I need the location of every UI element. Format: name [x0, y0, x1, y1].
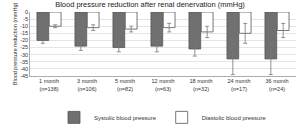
svg-text:-30: -30	[20, 52, 28, 58]
svg-text:-45: -45	[20, 73, 28, 79]
svg-text:Systolic blood pressure: Systolic blood pressure	[94, 115, 157, 121]
svg-text:18 month(n=32): 18 month(n=32)	[190, 78, 213, 91]
svg-text:-35: -35	[20, 59, 28, 65]
svg-text:1 month(n=138): 1 month(n=138)	[39, 78, 59, 91]
svg-text:24 month(n=17): 24 month(n=17)	[228, 78, 251, 91]
svg-text:Blood pressure reduction after: Blood pressure reduction after renal den…	[55, 0, 245, 9]
svg-text:3 month(n=106): 3 month(n=106)	[77, 78, 97, 91]
svg-text:Blood pressure reduction (mmHg: Blood pressure reduction (mmHg)	[12, 3, 18, 86]
svg-text:-40: -40	[20, 66, 28, 72]
svg-text:-10: -10	[20, 23, 28, 29]
svg-text:-20: -20	[20, 37, 28, 43]
svg-text:-25: -25	[20, 44, 28, 50]
svg-text:-15: -15	[20, 30, 28, 36]
svg-text:-5: -5	[23, 16, 28, 22]
svg-text:12 month(n=63): 12 month(n=63)	[152, 78, 175, 91]
svg-text:0: 0	[25, 9, 28, 15]
svg-text:36 month(n=24): 36 month(n=24)	[266, 78, 289, 91]
svg-text:5 month(n=82): 5 month(n=82)	[115, 78, 135, 91]
svg-text:Diastolic blood pressure: Diastolic blood pressure	[202, 115, 267, 121]
